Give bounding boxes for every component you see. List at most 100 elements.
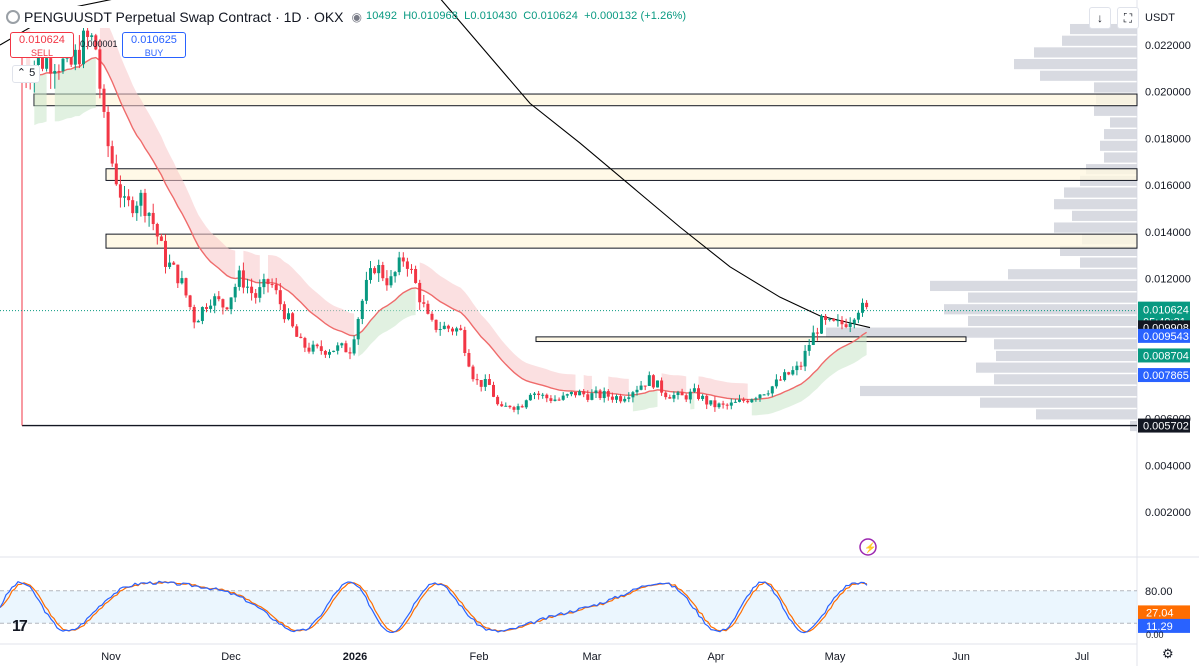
candle-body — [266, 279, 270, 285]
eye-icon[interactable]: ◉ — [351, 10, 363, 24]
indicators-count: 5 — [29, 67, 36, 79]
candle-body — [373, 268, 377, 274]
profile-bar — [1110, 117, 1137, 128]
candle-body — [135, 205, 139, 214]
candle-body — [533, 393, 536, 395]
chart-header: PENGUUSDT Perpetual Swap Contract · 1D ·… — [6, 6, 371, 28]
gear-icon[interactable]: ⚙ — [1162, 646, 1174, 661]
candle-body — [770, 386, 774, 394]
candle-body — [553, 399, 557, 401]
profile-bar — [976, 362, 1137, 373]
profile-bar — [1070, 23, 1137, 35]
profile-bar — [1094, 82, 1137, 93]
candle-body — [168, 262, 172, 267]
ohlc-open: 10492 — [366, 10, 398, 22]
candle-body — [442, 325, 446, 330]
candle-body — [418, 282, 422, 303]
profile-bar — [996, 350, 1137, 362]
candle-body — [750, 399, 754, 403]
ohlc-readout: 10492 H0.010968 L0.010430 C0.010624 +0.0… — [366, 10, 689, 22]
time-tick: Jul — [1075, 651, 1089, 663]
candle-body — [528, 394, 532, 401]
buy-button[interactable]: 0.010625 BUY — [122, 32, 186, 58]
bearish-band — [698, 376, 748, 400]
candle-body — [688, 391, 692, 400]
bullish-band — [54, 57, 96, 122]
down-arrow-icon[interactable]: ↓ — [1089, 7, 1111, 29]
profile-bar — [826, 327, 1137, 338]
candle-body — [639, 385, 643, 390]
ohlc-low: L0.010430 — [464, 10, 518, 22]
indicators-toggle[interactable]: ⌃ 5 — [12, 65, 40, 83]
candle-body — [225, 307, 229, 310]
candle-body — [590, 393, 594, 400]
candle-body — [549, 398, 553, 401]
candle-body — [561, 395, 565, 400]
candle-body — [278, 290, 282, 305]
profile-bar — [1054, 222, 1137, 233]
candle-body — [541, 394, 545, 396]
candle-body — [852, 319, 856, 324]
ohlc-close: C0.010624 — [523, 10, 578, 22]
profile-bar — [1040, 70, 1137, 81]
candle-body — [86, 30, 90, 37]
time-tick: Dec — [221, 651, 241, 663]
zone-box — [535, 336, 967, 343]
candle-body — [606, 391, 610, 397]
candle-body — [627, 397, 631, 399]
candle-body — [205, 307, 208, 309]
profile-bar — [1080, 257, 1137, 268]
candle-body — [200, 307, 204, 321]
candle-body — [475, 379, 479, 381]
candle-body — [184, 278, 188, 296]
candle-body — [807, 345, 811, 351]
candle-body — [328, 351, 331, 355]
price-tick: 0.018000 — [1145, 133, 1191, 145]
candle-body — [241, 270, 245, 288]
candle-body — [565, 394, 569, 396]
osc-k-text: 11.29 — [1146, 621, 1173, 633]
candle-body — [69, 51, 73, 65]
fullscreen-icon[interactable]: ⛶ — [1117, 7, 1139, 29]
candle-body — [783, 372, 787, 381]
candle-body — [114, 163, 118, 185]
price-label-box — [1138, 328, 1190, 343]
candle-body — [164, 240, 167, 267]
candle-body — [323, 350, 327, 355]
candle-body — [500, 404, 504, 407]
candle-body — [610, 396, 614, 400]
candle-body — [233, 286, 237, 298]
currency-select[interactable]: USDT — [1145, 12, 1175, 24]
profile-bar — [1062, 35, 1137, 46]
candle-body — [221, 299, 225, 308]
candle-body — [537, 393, 541, 396]
lightning-icon — [859, 538, 877, 556]
osc-d-box — [1138, 605, 1190, 620]
symbol-title[interactable]: PENGUUSDT Perpetual Swap Contract · 1D ·… — [24, 9, 344, 25]
candles — [20, 23, 869, 415]
candle-body — [516, 406, 520, 410]
moving-average-bands — [0, 0, 871, 416]
candle-body — [504, 405, 508, 407]
symbol-logo-icon — [6, 10, 20, 24]
zone-box — [105, 233, 1138, 249]
candle-body — [155, 224, 159, 237]
candle-body — [438, 329, 442, 331]
candle-body — [53, 70, 57, 74]
profile-bar — [968, 292, 1137, 303]
candle-body — [340, 343, 344, 346]
candle-body — [131, 200, 135, 214]
candle-body — [746, 400, 750, 403]
osc-level-80: 80.00 — [1145, 586, 1173, 598]
bearish-band — [661, 373, 687, 393]
sell-button[interactable]: 0.010624 SELL — [10, 32, 74, 58]
bearish-band — [608, 376, 629, 396]
candle-body — [250, 286, 254, 294]
candle-body — [180, 278, 184, 284]
candle-body — [836, 320, 840, 322]
candle-body — [754, 398, 758, 400]
tradingview-logo: 17 — [12, 618, 28, 635]
profile-bar — [930, 280, 1137, 292]
candle-body — [332, 350, 336, 352]
